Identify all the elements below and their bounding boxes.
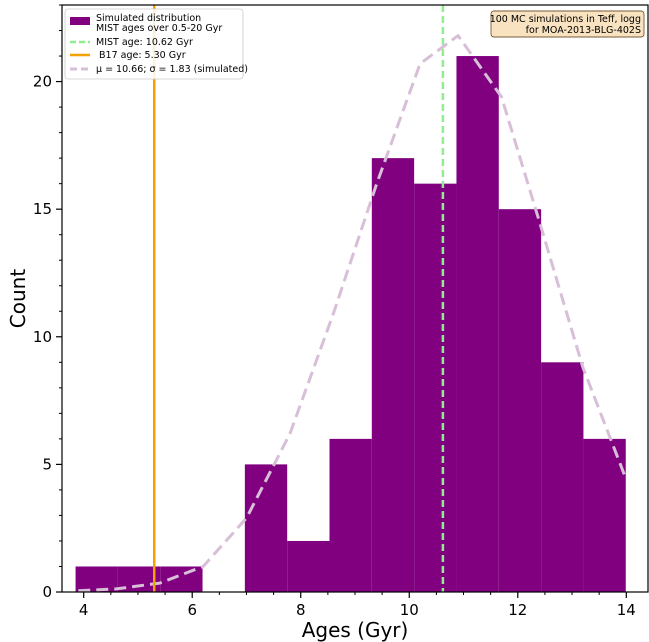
legend-label-histogram: Simulated distribution [96,13,201,24]
x-tick-label-14: 14 [617,601,636,619]
histogram-bar-5 [287,540,330,592]
histogram-bar-9 [456,56,499,593]
legend-swatch-histogram [70,17,90,25]
x-tick-label-6: 6 [187,601,197,619]
y-tick-label-15: 15 [33,200,52,218]
x-tick-label-4: 4 [79,601,89,619]
histogram-bar-2 [160,566,203,592]
legend-label-b17-age: B17 age: 5.30 Gyr [96,50,186,61]
legend-box [64,8,244,80]
legend-label-mist-age: MIST age: 10.62 Gyr [96,37,193,48]
histogram-bar-6 [329,438,372,592]
fit-curve-group [78,34,628,593]
histogram-bar-8 [414,183,457,593]
y-tick-label-0: 0 [42,583,52,601]
histogram-bar-7 [371,158,415,592]
x-tick-label-12: 12 [508,601,527,619]
x-axis-title: Ages (Gyr) [302,618,409,642]
histogram-bar-10 [498,209,542,592]
annotation-box: 100 MC simulations in Teff, logg for MOA… [490,10,645,38]
legend: Simulated distribution MIST ages over 0.… [64,8,248,80]
histogram-bar-11 [541,362,584,592]
histogram-bar-12 [583,438,626,592]
histogram-bars [75,56,626,593]
annotation-line2: for MOA-2013-BLG-402S [526,25,641,36]
y-tick-label-10: 10 [33,328,52,346]
fit-curve [78,34,628,593]
y-axis: 0 5 10 15 20 [33,4,62,601]
annotation-background [490,10,645,38]
legend-label-fit: μ = 10.66; σ = 1.83 (simulated) [96,64,248,75]
y-tick-label-5: 5 [42,455,52,473]
x-axis: 4 6 8 10 12 14 [79,592,636,619]
y-axis-title: Count [6,269,30,329]
legend-label-histogram-line2: MIST ages over 0.5-20 Gyr [96,23,222,34]
vertical-lines [152,5,445,592]
x-tick-label-10: 10 [400,601,419,619]
y-tick-label-20: 20 [33,73,52,91]
histogram-bar-4 [244,464,288,592]
histogram-bar-0 [75,566,118,592]
annotation-line1: 100 MC simulations in Teff, logg [490,14,641,25]
x-tick-label-8: 8 [296,601,306,619]
